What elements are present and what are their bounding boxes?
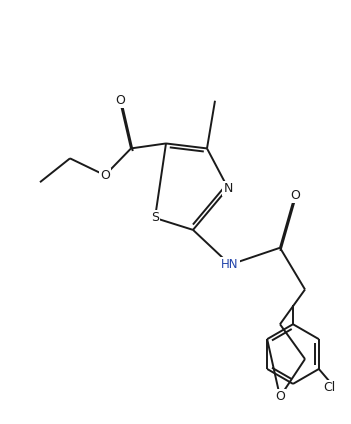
Text: O: O [290,189,300,202]
Text: S: S [151,212,159,224]
Text: O: O [275,390,285,403]
Text: HN: HN [221,258,239,271]
Text: O: O [115,94,125,107]
Text: N: N [223,181,233,195]
Text: O: O [100,169,110,182]
Text: Cl: Cl [323,381,336,394]
